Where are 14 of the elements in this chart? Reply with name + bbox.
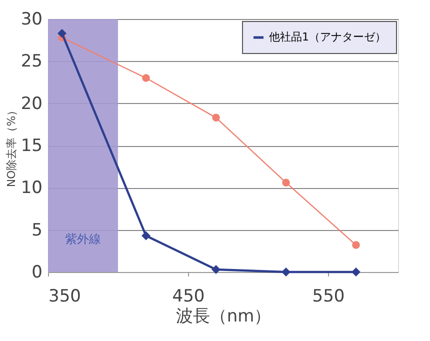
x-axis-title: 波長（nm）	[176, 306, 272, 326]
y-tick-label: 25	[20, 52, 42, 72]
y-tick-label: 15	[20, 136, 42, 156]
y-tick-label: 10	[20, 178, 42, 198]
y-tick-label: 30	[20, 10, 42, 30]
x-tick-label: 350	[48, 286, 81, 306]
y-tick-label: 5	[32, 220, 42, 240]
y-tick-label: 20	[20, 94, 42, 114]
y-tick-label: 0	[32, 262, 42, 282]
x-tick-label: 450	[172, 286, 205, 306]
y-axis-title: NO除去率（%）	[4, 104, 18, 188]
legend-label: 他社品1（アナターゼ）	[269, 30, 386, 44]
x-tick-label: 550	[312, 286, 345, 306]
band-label: 紫外線	[65, 232, 101, 246]
